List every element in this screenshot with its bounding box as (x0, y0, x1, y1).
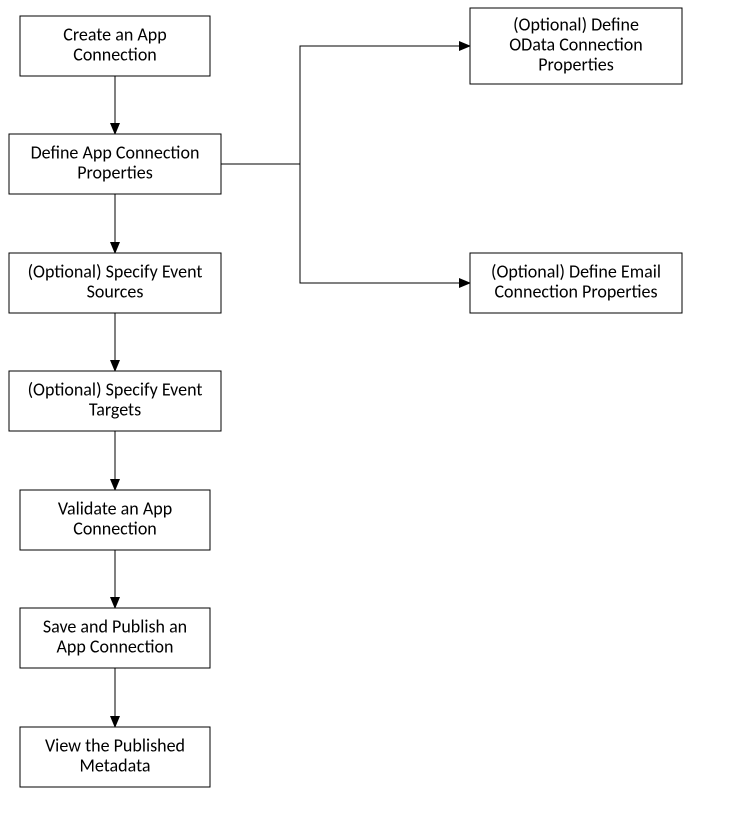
flowchart: Create an AppConnectionDefine App Connec… (0, 0, 733, 838)
node-n3: (Optional) Specify EventSources (9, 253, 221, 313)
node-n3-label: Sources (87, 280, 144, 302)
node-nEmail-label: (Optional) Define Email (491, 260, 661, 282)
node-n4: (Optional) Specify EventTargets (9, 371, 221, 431)
node-nOData-label: Properties (538, 53, 614, 75)
node-n4-label: Targets (89, 398, 141, 420)
node-nOData-label: OData Connection (509, 33, 643, 55)
node-n5: Validate an AppConnection (20, 490, 210, 550)
node-n5-label: Connection (73, 517, 157, 539)
node-n7-label: Metadata (79, 754, 150, 776)
node-n7: View the PublishedMetadata (20, 727, 210, 787)
node-n1-label: Create an App (63, 23, 166, 45)
node-n6-label: Save and Publish an (43, 615, 187, 637)
node-n1-label: Connection (73, 43, 157, 65)
node-nOData-label: (Optional) Define (513, 13, 639, 35)
node-n2: Define App ConnectionProperties (9, 134, 221, 194)
node-n3-label: (Optional) Specify Event (28, 260, 203, 282)
node-n1: Create an AppConnection (20, 16, 210, 76)
node-n2-label: Define App Connection (31, 141, 200, 163)
node-n7-label: View the Published (45, 734, 185, 756)
node-nEmail: (Optional) Define EmailConnection Proper… (470, 253, 682, 313)
edge-e2em (221, 164, 470, 283)
node-n6: Save and Publish anApp Connection (20, 608, 210, 668)
node-n4-label: (Optional) Specify Event (28, 378, 203, 400)
edge-e2od (221, 46, 470, 164)
node-nEmail-label: Connection Properties (494, 280, 657, 302)
node-n2-label: Properties (77, 161, 153, 183)
node-n5-label: Validate an App (58, 497, 172, 519)
node-n6-label: App Connection (57, 635, 174, 657)
node-nOData: (Optional) DefineOData ConnectionPropert… (470, 8, 682, 84)
